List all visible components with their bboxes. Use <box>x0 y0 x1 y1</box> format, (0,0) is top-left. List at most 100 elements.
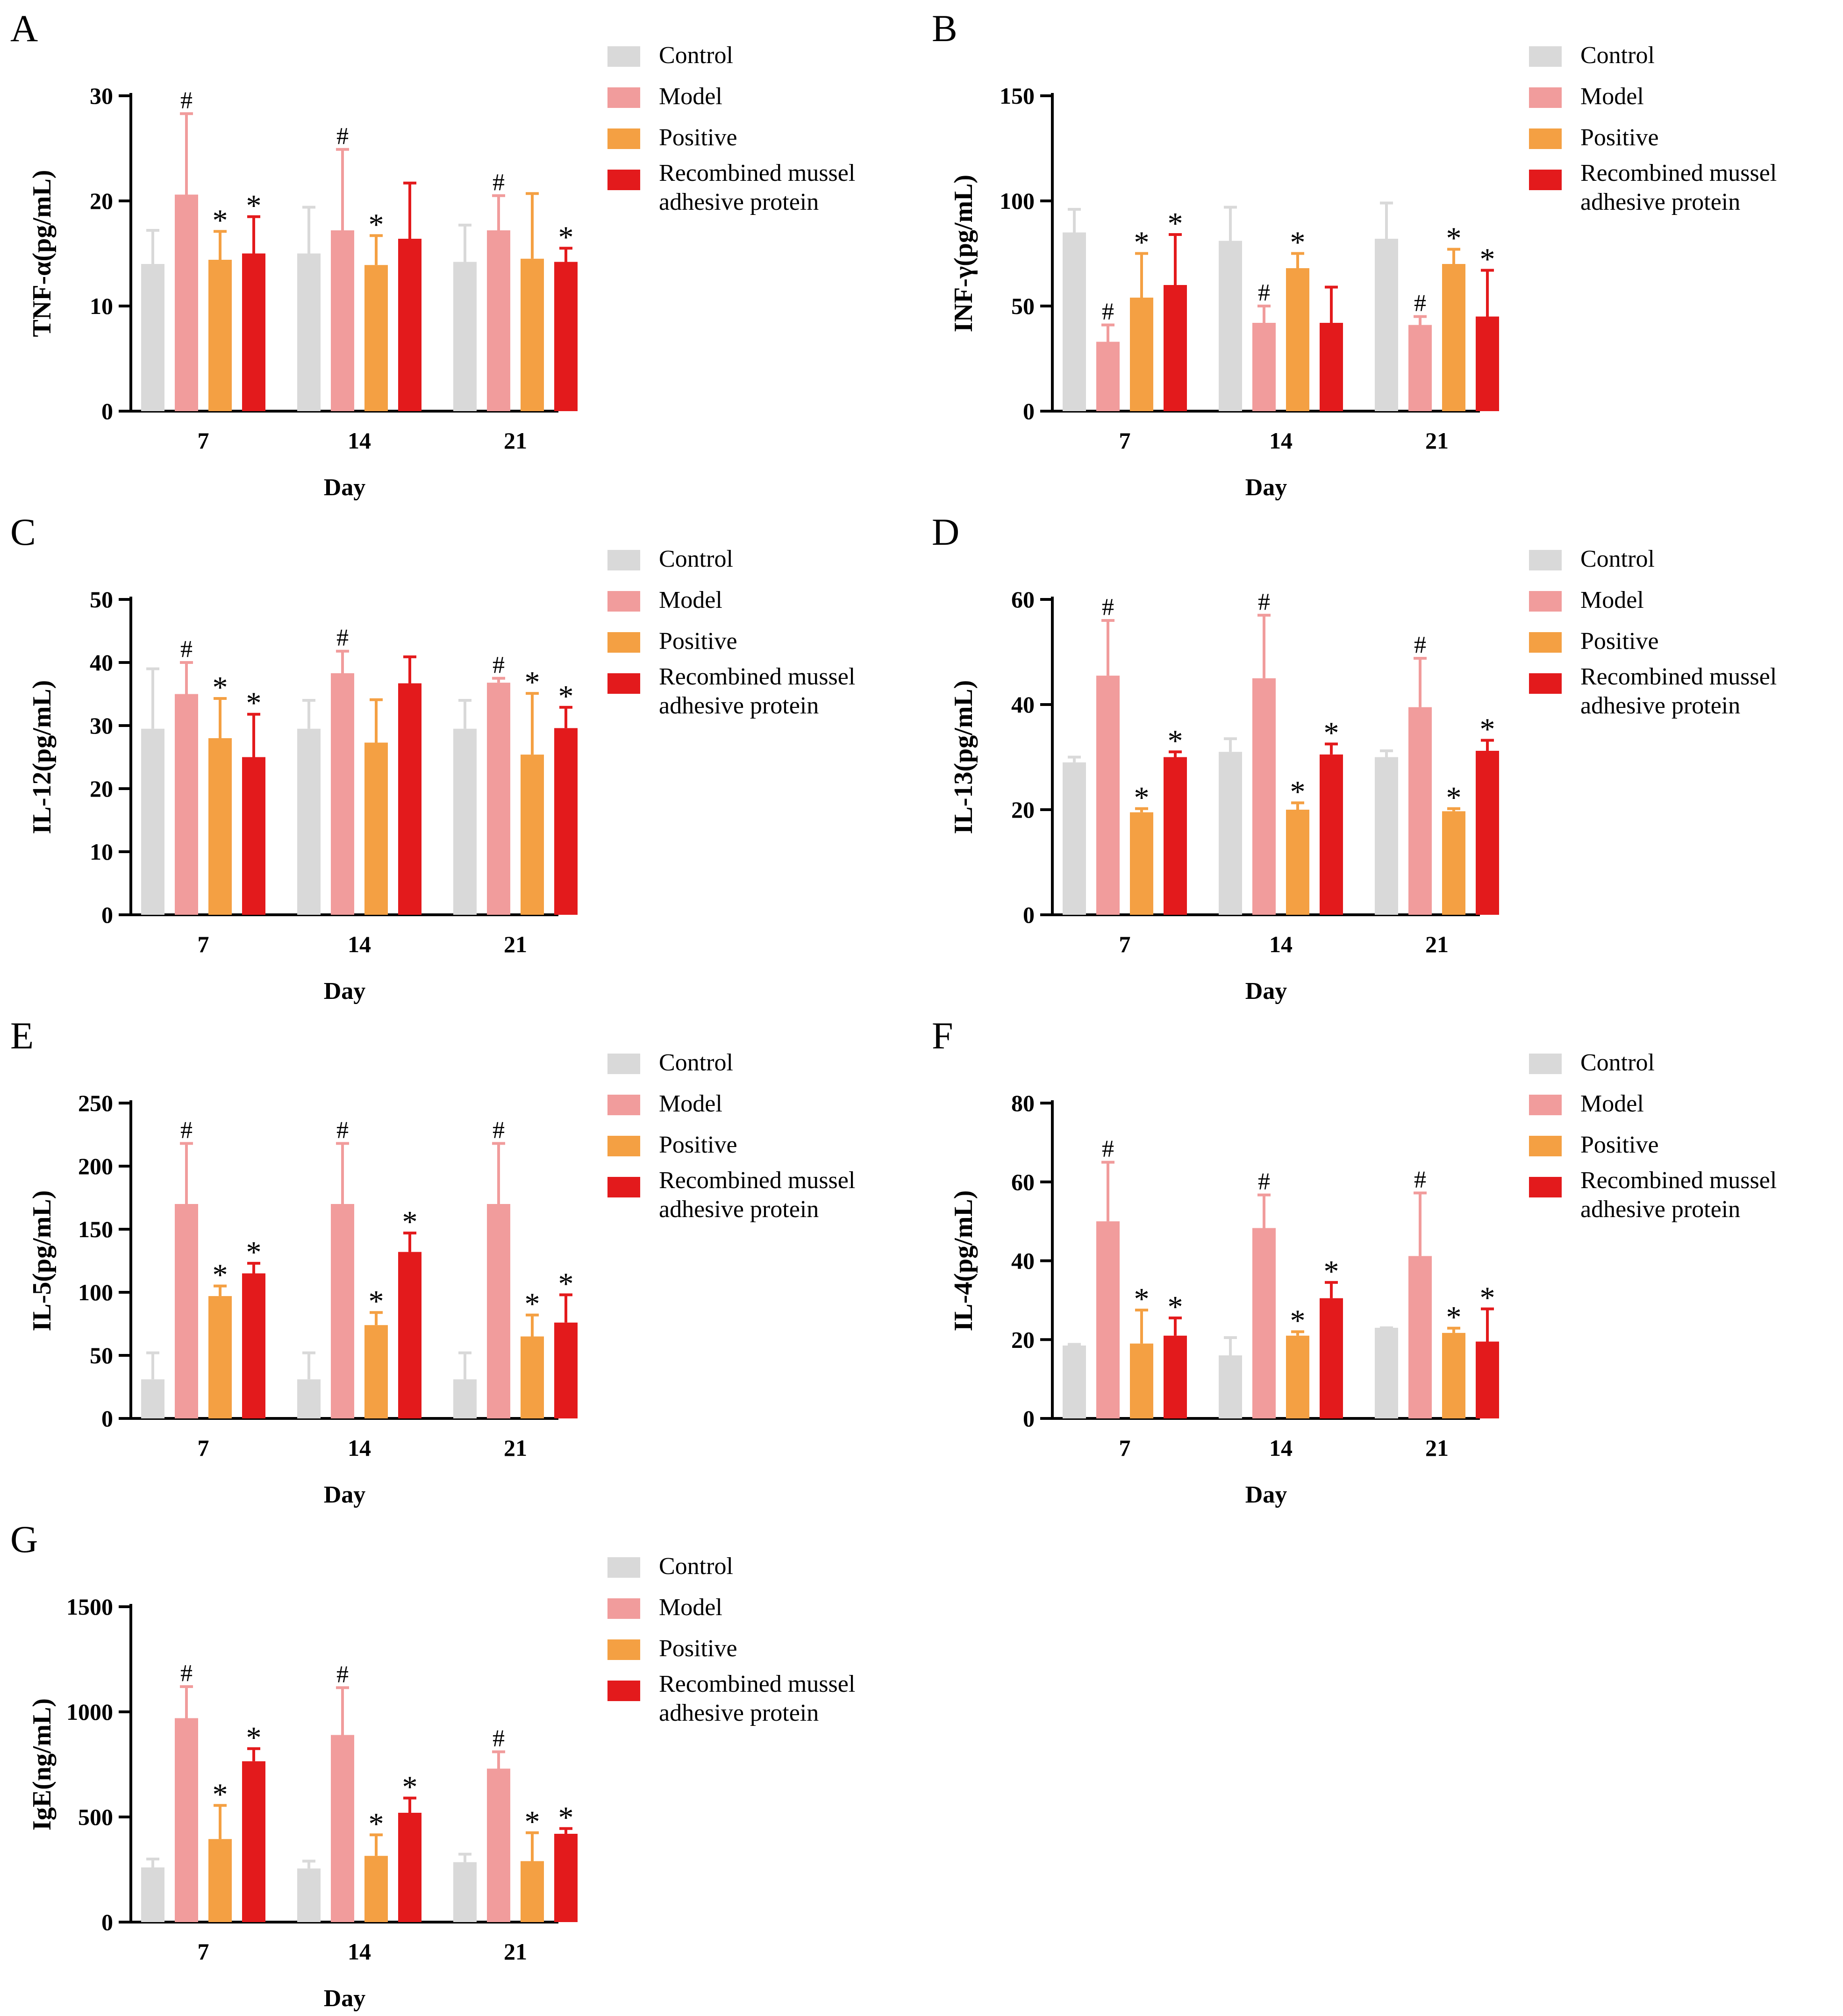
bar-b-rmap-7 <box>1164 285 1187 411</box>
legend-label-a-control: Control <box>659 42 733 69</box>
bar-g-rmap-14 <box>398 1813 421 1922</box>
bar-a-control-7 <box>141 264 164 411</box>
significance-mark-f-model-14: # <box>1258 1168 1270 1195</box>
y-axis-label-g: IgE(ng/mL) <box>28 1698 57 1831</box>
x-axis-label-b: Day <box>1245 474 1287 501</box>
legend-label-d-model: Model <box>1580 587 1644 613</box>
chart-d-svg: D 0 20 40 60 IL-13(pg/mL) # * * 7 # * * 14 # * * 21 Day Con… <box>932 511 1777 1004</box>
significance-mark-g-rmap-7: * <box>246 1721 262 1755</box>
significance-mark-a-model-21: # <box>493 169 505 196</box>
significance-mark-g-positive-7: * <box>213 1777 228 1811</box>
x-tick-label-g-1: 14 <box>348 1938 371 1965</box>
bar-c-model-21 <box>487 683 510 915</box>
x-tick-label-a-1: 14 <box>348 427 371 454</box>
bar-d-rmap-7 <box>1164 757 1187 915</box>
x-tick-label-a-0: 7 <box>198 427 209 454</box>
significance-mark-a-positive-14: * <box>369 207 384 242</box>
panel-e: E 0 50 100 150 200 250 IL-5(pg/mL) # * * 7 # * * 14 # * * 2… <box>0 1007 922 1513</box>
legend-swatch-g-rmap <box>607 1681 640 1701</box>
x-tick-label-e-2: 21 <box>504 1435 527 1461</box>
x-tick-label-f-2: 21 <box>1425 1435 1449 1461</box>
legend-label-d-rmap: Recombined mussel adhesive protein <box>1580 663 1777 719</box>
significance-mark-a-rmap-7: * <box>246 189 262 223</box>
legend-swatch-f-model <box>1529 1095 1562 1115</box>
bar-c-rmap-21 <box>554 728 578 915</box>
significance-mark-b-positive-14: * <box>1290 226 1306 260</box>
bar-f-control-21 <box>1375 1327 1398 1418</box>
panel-g: G 0 500 1000 1500 IgE(ng/mL) # * * 7 # * * 14 # * * 21 Day… <box>0 1511 922 2016</box>
significance-mark-a-positive-7: * <box>213 203 228 237</box>
y-tick-label-g-0: 0 <box>101 1909 113 1935</box>
y-axis-label-d: IL-13(pg/mL) <box>949 680 978 834</box>
bar-a-model-21 <box>487 230 510 411</box>
bar-c-rmap-14 <box>398 683 421 915</box>
significance-mark-b-positive-21: * <box>1446 221 1462 256</box>
legend-swatch-a-model <box>607 87 640 108</box>
significance-mark-d-rmap-21: * <box>1480 712 1495 747</box>
bar-e-rmap-21 <box>554 1322 578 1418</box>
bar-e-rmap-7 <box>242 1273 265 1418</box>
panel-label-a: A <box>10 7 38 50</box>
bar-e-rmap-14 <box>398 1252 421 1418</box>
legend-label-g-control: Control <box>659 1553 733 1580</box>
x-tick-label-b-2: 21 <box>1425 427 1449 454</box>
significance-mark-f-positive-14: * <box>1290 1304 1306 1338</box>
legend-swatch-c-control <box>607 550 640 570</box>
significance-mark-g-positive-14: * <box>369 1807 384 1841</box>
bar-c-positive-7 <box>208 738 232 915</box>
y-tick-label-a-3: 30 <box>90 83 113 109</box>
y-tick-label-c-1: 10 <box>90 839 113 865</box>
y-tick-label-f-1: 20 <box>1011 1326 1035 1353</box>
significance-mark-c-positive-21: * <box>525 665 540 699</box>
bar-e-control-7 <box>141 1379 164 1418</box>
significance-mark-e-model-7: # <box>180 1117 193 1143</box>
legend-label-f-rmap: Recombined mussel adhesive protein <box>1580 1167 1777 1223</box>
legend-label-e-model: Model <box>659 1090 722 1117</box>
bar-d-positive-14 <box>1286 810 1309 915</box>
bar-c-positive-21 <box>521 755 544 915</box>
bar-a-model-14 <box>331 230 354 411</box>
x-tick-label-f-0: 7 <box>1119 1435 1131 1461</box>
significance-mark-f-rmap-7: * <box>1168 1290 1183 1324</box>
legend-label-g-model: Model <box>659 1594 722 1621</box>
y-tick-label-f-4: 80 <box>1011 1090 1035 1116</box>
legend-swatch-f-positive <box>1529 1136 1562 1156</box>
significance-mark-g-model-21: # <box>493 1725 505 1752</box>
panel-label-c: C <box>10 511 36 553</box>
y-tick-label-b-0: 0 <box>1023 398 1035 424</box>
y-tick-label-e-0: 0 <box>101 1405 113 1432</box>
legend-swatch-d-control <box>1529 550 1562 570</box>
legend-swatch-e-positive <box>607 1136 640 1156</box>
bar-g-positive-21 <box>521 1861 544 1922</box>
legend-label-a-positive: Positive <box>659 124 737 151</box>
bar-d-model-7 <box>1096 676 1120 915</box>
chart-f-svg: F 0 20 40 60 80 IL-4(pg/mL) # * * 7 # * * 14 # * * 21 Day Co… <box>932 1014 1777 1508</box>
chart-e-svg: E 0 50 100 150 200 250 IL-5(pg/mL) # * * 7 # * * 14 # * * 2… <box>10 1014 855 1508</box>
bar-e-control-21 <box>453 1379 477 1418</box>
y-tick-label-e-4: 200 <box>78 1153 113 1179</box>
bar-a-control-21 <box>453 262 477 411</box>
panel-label-b: B <box>932 7 957 50</box>
bar-f-rmap-7 <box>1164 1335 1187 1418</box>
bar-d-rmap-21 <box>1476 751 1499 915</box>
significance-mark-f-positive-7: * <box>1134 1282 1150 1316</box>
legend-swatch-c-model <box>607 591 640 612</box>
y-tick-label-c-5: 50 <box>90 586 113 613</box>
significance-mark-f-model-7: # <box>1102 1136 1114 1162</box>
bar-a-positive-14 <box>364 265 388 411</box>
legend-swatch-c-positive <box>607 632 640 653</box>
bar-g-model-14 <box>331 1735 354 1922</box>
y-tick-label-d-3: 60 <box>1011 586 1035 613</box>
chart-c-svg: C 0 10 20 30 40 50 IL-12(pg/mL) # * * 7 #14 # * * 21 Day C… <box>10 511 855 1004</box>
bar-a-control-14 <box>297 253 321 411</box>
bar-a-rmap-21 <box>554 262 578 411</box>
legend-swatch-f-control <box>1529 1054 1562 1074</box>
significance-mark-d-positive-14: * <box>1290 775 1306 809</box>
significance-mark-d-model-7: # <box>1102 594 1114 620</box>
y-tick-label-b-3: 150 <box>1000 83 1035 109</box>
bar-a-rmap-7 <box>242 253 265 411</box>
legend-swatch-a-control <box>607 46 640 67</box>
legend-swatch-e-rmap <box>607 1177 640 1197</box>
bar-e-model-21 <box>487 1204 510 1418</box>
x-tick-label-d-1: 14 <box>1269 931 1293 957</box>
